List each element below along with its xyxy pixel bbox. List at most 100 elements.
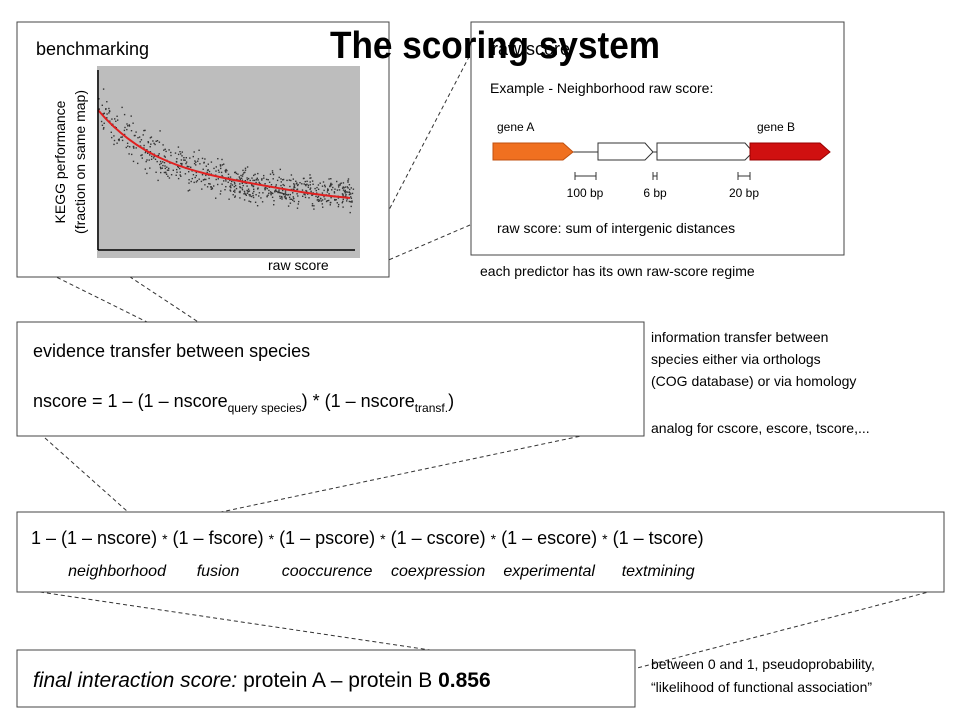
scatter-dot [321,203,323,205]
scatter-dot [205,178,207,181]
scatter-dot [266,196,268,198]
scatter-dot [163,171,166,174]
scatter-dot [165,171,167,173]
scatter-dot [293,197,295,200]
distance-label: 20 bp [729,186,759,200]
scatter-dot [176,171,178,173]
scatter-dot [239,177,241,179]
scatter-dot [345,191,347,193]
scatter-dot [351,200,353,202]
scatter-dot [257,187,259,189]
scatter-dot [240,177,243,179]
scatter-dot [124,126,126,129]
scatter-dot [103,112,105,114]
scatter-dot [100,120,103,123]
scatter-dot [344,186,347,188]
scatter-dot [98,98,100,100]
scatter-dot [185,157,187,159]
scatter-dot [215,166,217,168]
scatter-dot [123,113,126,116]
scatter-dot [338,186,340,188]
scatter-dot [117,119,119,121]
scatter-dot [297,195,299,197]
transfer-note: species either via orthologs [651,351,821,367]
scatter-dot [230,183,232,185]
gene-label: gene A [497,120,534,134]
scatter-dot [219,193,222,195]
scatter-dot [263,174,265,177]
scatter-dot [344,189,346,192]
scatter-dot [293,185,295,188]
scatter-dot [180,162,182,165]
scatter-dot [177,146,180,148]
scatter-dot [246,179,249,181]
scatter-dot [261,201,264,203]
scatter-dot [219,165,222,167]
scatter-dot [246,166,249,168]
scatter-dot [309,184,311,186]
scatter-dot [208,170,211,173]
scatter-dot [284,192,287,194]
scatter-dot [111,136,113,139]
scatter-dot [183,159,185,161]
scatter-dot [295,183,298,185]
scatter-dot [181,164,183,166]
scatter-dot [146,172,148,175]
fit-curve [97,109,351,199]
final-note: “likelihood of functional association” [651,679,872,695]
scatter-dot [195,181,198,183]
scatter-dot [293,189,295,191]
scatter-dot [183,157,185,159]
scatter-dot [193,151,195,153]
term: (1 – pscore) [279,528,375,548]
scatter-dot [304,194,306,196]
scatter-dot [242,169,244,172]
raw-label: raw score [492,39,570,59]
scatter-dot [349,211,351,214]
scatter-dot [310,177,312,179]
gene-label: gene B [757,120,795,134]
scatter-dot [296,188,298,191]
example-label: Example - Neighborhood raw score: [490,80,713,96]
scatter-dot [297,183,299,186]
scatter-dot [297,203,299,205]
scatter-dot [197,160,199,162]
scatter-dot [121,136,123,138]
scatter-dot [329,185,331,188]
scatter-dot [247,188,250,190]
scatter-dot [145,151,147,153]
scatter-dot [331,189,333,191]
scatter-dot [113,135,115,137]
scatter-dot [260,197,262,199]
scatter-dot [256,177,258,179]
scatter-dot [306,190,308,193]
scatter-dot [269,173,272,175]
scatter-dot [262,192,264,194]
scatter-dot [302,195,304,197]
term-label: cooccurence [282,563,373,580]
scatter-dot [328,178,330,180]
scatter-dot [342,195,344,197]
scatter-dot [293,200,295,203]
scatter-dot [177,177,180,180]
scatter-dot [252,185,255,187]
scatter-dot [137,137,139,139]
scatter-dot [180,159,183,161]
scatter-dot [217,183,219,186]
scatter-dot [305,189,307,192]
scatter-dot [350,187,352,189]
scatter-dot [283,184,285,187]
scatter-dot [108,107,110,110]
term: (1 – tscore) [613,528,704,548]
scatter-dot [170,154,172,157]
scatter-dot [283,193,285,195]
scatter-dot [113,139,116,142]
scatter-dot [290,179,292,182]
scatter-dot [194,176,196,179]
scatter-dot [196,180,199,182]
scatter-dot [153,142,155,145]
scatter-dot [198,178,200,180]
scatter-dot [234,185,237,187]
scatter-dot [239,186,241,188]
scatter-dot [261,178,263,180]
